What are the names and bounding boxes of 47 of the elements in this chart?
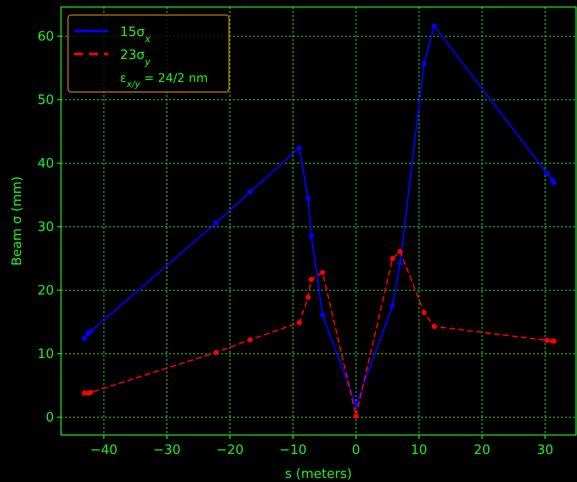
point: [88, 390, 94, 396]
y-tick-label: 10: [37, 347, 54, 362]
point: [353, 413, 359, 419]
point: [390, 256, 396, 262]
point: [308, 233, 314, 238]
point: [82, 336, 87, 342]
x-tick-label: −40: [90, 443, 118, 458]
x-tick-label: −30: [153, 443, 181, 458]
point: [320, 270, 326, 276]
point: [306, 294, 311, 300]
y-tick-label: 40: [37, 156, 54, 172]
point: [296, 320, 302, 326]
x-tick-label: 30: [536, 443, 554, 458]
point: [306, 196, 311, 201]
point: [432, 23, 437, 29]
point: [421, 310, 427, 316]
point: [544, 170, 550, 176]
x-axis-title: s (meters): [285, 467, 352, 482]
x-tick-label: −10: [279, 443, 307, 458]
point: [390, 302, 396, 308]
point: [248, 337, 253, 342]
point: [213, 350, 219, 356]
x-tick-label: −20: [216, 443, 244, 458]
point: [544, 338, 550, 343]
y-tick-label: 0: [46, 410, 54, 426]
point: [88, 328, 94, 334]
point: [398, 260, 403, 266]
y-tick-label: 30: [37, 220, 54, 236]
y-tick-label: 50: [37, 93, 54, 108]
legend-label: 23σ$_{y}$: [120, 48, 151, 68]
point: [421, 60, 427, 66]
legend-label: 15σ$_{x}$: [120, 25, 151, 44]
x-tick-label: 20: [474, 443, 490, 458]
y-tick-label: 60: [37, 30, 54, 45]
x-tick-label: 10: [410, 443, 428, 458]
point: [248, 189, 253, 194]
y-tick-label: 20: [37, 284, 54, 299]
point: [432, 324, 437, 330]
point: [398, 248, 403, 254]
annotation: ε$_{x/y}$ = 24/2 nm: [120, 71, 208, 90]
x-tick-label: 0: [352, 443, 360, 458]
y-axis-title: Beam σ (mm): [10, 176, 25, 266]
point: [213, 220, 219, 226]
point: [551, 180, 557, 186]
point: [308, 276, 314, 282]
point: [296, 145, 302, 151]
point: [320, 312, 326, 318]
